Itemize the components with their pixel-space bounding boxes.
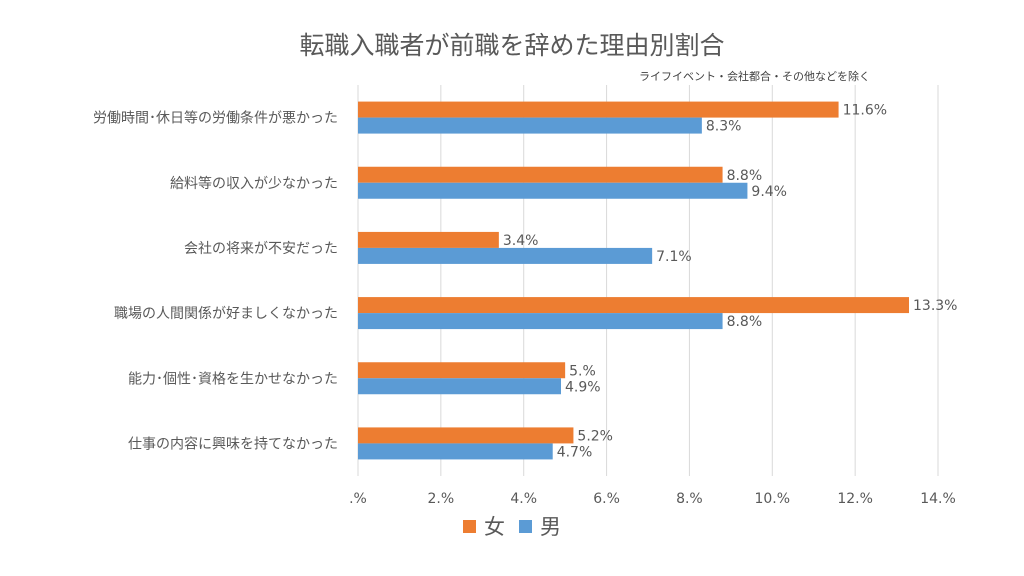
bar-female xyxy=(358,427,574,444)
bar-female xyxy=(358,101,839,118)
data-label: 3.4% xyxy=(503,233,539,249)
bar-female xyxy=(358,362,566,379)
x-tick-label: 6.% xyxy=(593,491,620,507)
data-label: 8.3% xyxy=(706,119,742,135)
category-label: 仕事の内容に興味を持てなかった xyxy=(128,435,338,452)
x-tick-label: 2.% xyxy=(428,491,455,507)
data-label: 5.2% xyxy=(577,428,613,444)
category-label: 能力･個性･資格を生かせなかった xyxy=(128,371,338,387)
x-tick-label: 12.% xyxy=(837,491,873,507)
data-label: 4.9% xyxy=(565,379,601,395)
bar-male xyxy=(358,443,553,460)
legend: 女 男 xyxy=(0,511,1024,541)
x-tick-label: 8.% xyxy=(676,491,703,507)
legend-swatch-male xyxy=(519,519,532,533)
bar-male xyxy=(358,247,653,264)
legend-label-male: 男 xyxy=(540,515,561,539)
data-label: 8.8% xyxy=(727,314,763,330)
data-label: 13.3% xyxy=(913,298,957,314)
x-tick-label: .% xyxy=(349,491,367,507)
x-tick-label: 14.% xyxy=(920,491,956,507)
legend-item-female: 女 xyxy=(463,511,505,541)
data-label: 9.4% xyxy=(751,184,787,200)
bar-female xyxy=(358,231,499,248)
bar-male xyxy=(358,117,702,134)
legend-label-female: 女 xyxy=(484,515,505,539)
category-label: 会社の将来が不安だった xyxy=(184,241,338,257)
chart-subtitle: ライフイベント・会社都合・その他などを除く xyxy=(639,70,870,83)
bar-male xyxy=(358,182,748,199)
x-tick-label: 10.% xyxy=(754,491,790,507)
bar-female xyxy=(358,297,909,314)
bar-male xyxy=(358,378,561,395)
x-tick-label: 4.% xyxy=(510,491,537,507)
legend-item-male: 男 xyxy=(519,511,561,541)
data-label: 11.6% xyxy=(843,103,887,119)
chart-title: 転職入職者が前職を辞めた理由別割合 xyxy=(299,31,725,60)
data-label: 7.1% xyxy=(656,249,692,265)
data-label: 5.% xyxy=(569,363,596,379)
bar-male xyxy=(358,313,723,330)
category-label: 給料等の収入が少なかった xyxy=(170,175,338,192)
bar-female xyxy=(358,166,723,183)
category-label: 職場の人間関係が好ましくなかった xyxy=(114,306,338,322)
data-label: 4.7% xyxy=(557,444,593,460)
legend-swatch-female xyxy=(463,519,476,533)
category-label: 労働時間･休日等の労働条件が悪かった xyxy=(93,110,338,127)
data-label: 8.8% xyxy=(727,168,763,184)
